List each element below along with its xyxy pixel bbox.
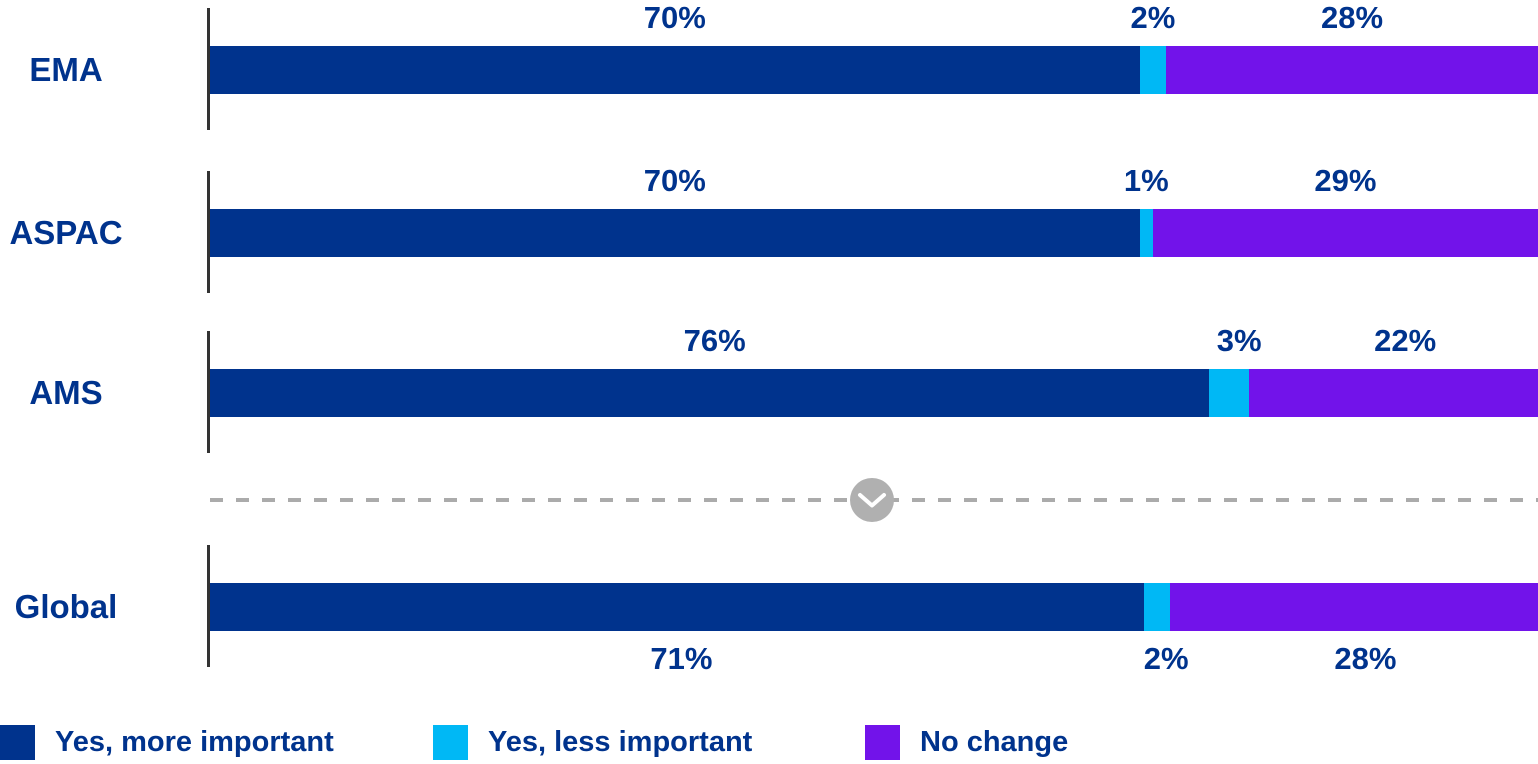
axis-line <box>207 171 210 293</box>
value-labels: 76% 3% 22% <box>210 323 1538 359</box>
chart-row-ams: AMS 76% 3% 22% <box>0 323 1538 463</box>
value-label: 71% <box>650 641 713 676</box>
bar-segment <box>1169 583 1538 631</box>
chart-row-ema: EMA 70% 2% 28% <box>0 0 1538 140</box>
value-labels: 70% 1% 29% <box>210 163 1538 199</box>
bar-segment <box>1139 46 1167 94</box>
chevron-down-icon <box>857 492 887 509</box>
plot-area: 70% 1% 29% <box>205 163 1538 303</box>
value-label: 70% <box>643 0 706 35</box>
value-labels: 71% 2% 28% <box>210 641 1538 677</box>
axis-line <box>207 545 210 667</box>
plot-area: 70% 2% 28% <box>205 0 1538 140</box>
legend-item: Yes, less important <box>433 723 752 761</box>
chart-row-aspac: ASPAC 70% 1% 29% <box>0 163 1538 303</box>
legend-item: Yes, more important <box>0 723 334 761</box>
bar-segment <box>210 583 1144 631</box>
section-separator <box>205 477 1538 523</box>
value-label: 28% <box>1334 641 1397 676</box>
legend-item: No change <box>865 723 1068 761</box>
plot-area: 71% 2% 28% <box>205 537 1538 677</box>
legend-swatch <box>433 724 468 760</box>
bar-segment <box>1143 583 1170 631</box>
legend-label: Yes, less important <box>488 725 753 758</box>
stacked-bar <box>210 46 1538 94</box>
bar-segment <box>210 369 1210 417</box>
bar-segment <box>1248 369 1538 417</box>
bar-segment <box>210 209 1140 257</box>
value-label: 22% <box>1374 323 1437 358</box>
axis-line <box>207 331 210 453</box>
legend-label: No change <box>920 725 1069 758</box>
bar-segment <box>1139 209 1153 257</box>
legend-swatch <box>865 724 900 760</box>
bar-segment <box>210 46 1140 94</box>
plot-area: 76% 3% 22% <box>205 323 1538 463</box>
category-label: Global <box>14 588 118 625</box>
bar-segment <box>1166 46 1538 94</box>
stacked-bar <box>210 369 1538 417</box>
stacked-bar <box>210 583 1538 631</box>
bar-segment <box>1152 209 1538 257</box>
chart-legend: Yes, more important Yes, less important No… <box>0 723 1538 763</box>
legend-swatch <box>0 724 35 760</box>
value-label: 2% <box>1130 0 1176 35</box>
value-label: 76% <box>683 323 746 358</box>
legend-label: Yes, more important <box>55 725 334 758</box>
category-label: AMS <box>29 374 103 411</box>
bar-segment <box>1209 369 1249 417</box>
value-label: 28% <box>1321 0 1384 35</box>
value-label: 29% <box>1314 163 1377 198</box>
value-label: 1% <box>1123 163 1169 198</box>
axis-line <box>207 8 210 130</box>
value-label: 2% <box>1143 641 1189 676</box>
expand-toggle-button[interactable] <box>849 478 894 522</box>
category-label: EMA <box>29 51 103 88</box>
value-label: 3% <box>1216 323 1262 358</box>
category-label: ASPAC <box>9 214 123 251</box>
chart-row-global: Global 71% 2% 28% <box>0 537 1538 677</box>
stacked-bar <box>210 209 1538 257</box>
value-label: 70% <box>643 163 706 198</box>
value-labels: 70% 2% 28% <box>210 0 1538 36</box>
